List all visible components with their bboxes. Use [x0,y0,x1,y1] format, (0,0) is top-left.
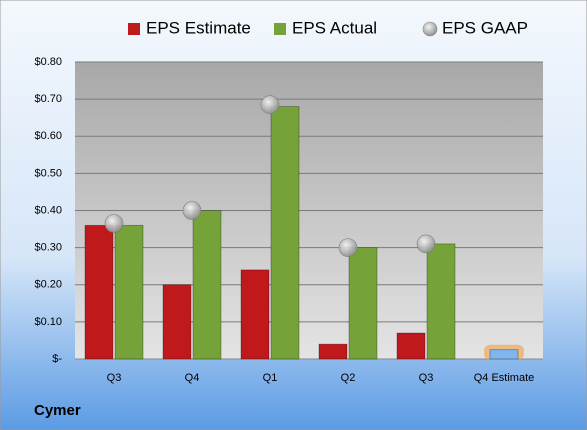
y-tick-label: $0.50 [34,167,62,179]
bar [318,343,348,360]
company-name: Cymer [34,402,81,419]
legend-marker [422,21,438,37]
x-tick-label: Q2 [341,372,356,384]
legend-label: EPS Estimate [146,18,251,37]
bar [84,224,114,360]
x-tick-label: Q3 [419,372,434,384]
x-tick-label: Q4 [185,372,200,384]
y-tick-label: $0.60 [34,130,62,142]
y-tick-label: $0.70 [34,93,62,105]
x-tick-label: Q4 Estimate [474,372,535,384]
bar [192,210,222,360]
gaap-marker [338,238,358,257]
legend-label: EPS Actual [292,18,377,37]
y-tick-label: $0.80 [34,56,62,68]
y-tick-label: $- [52,353,62,365]
gaap-marker [416,234,436,254]
bar [114,224,144,360]
bar [162,284,192,360]
bar [270,106,300,360]
y-tick-label: $0.20 [34,279,62,291]
bar [426,243,456,360]
gaap-marker [104,214,124,233]
bar [489,349,519,360]
legend-marker [274,23,286,35]
gaap-marker [260,95,280,114]
x-tick-label: Q3 [107,372,122,384]
bar [396,332,426,360]
bar [348,247,378,360]
y-tick-label: $0.40 [34,204,62,216]
legend-marker [128,23,140,35]
x-tick-label: Q1 [263,372,278,384]
bar [240,269,270,360]
gaap-marker [182,201,202,220]
y-tick-label: $0.30 [34,242,62,254]
legend-label: EPS GAAP [442,18,528,37]
y-tick-label: $0.10 [34,316,62,328]
